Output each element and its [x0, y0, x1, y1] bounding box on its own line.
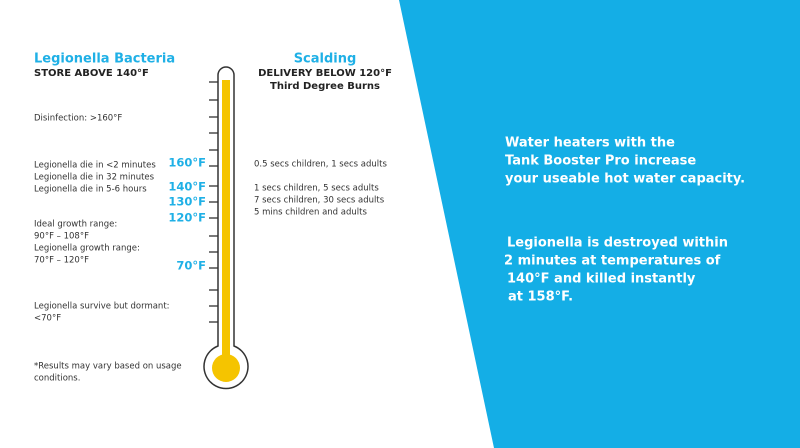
- temperature-label: 120°F: [168, 211, 206, 225]
- left-note: Legionella die in 32 minutes: [34, 173, 155, 183]
- left-note: Legionella die in 5-6 hours: [34, 185, 147, 195]
- bulb: [212, 354, 240, 382]
- thermometer: [203, 66, 249, 390]
- left-note: Legionella survive but dormant:: [34, 302, 170, 312]
- right-note: 7 secs children, 30 secs adults: [254, 196, 385, 206]
- panel-text: Tank Booster Pro increase: [505, 154, 696, 169]
- right-note: 0.5 secs children, 1 secs adults: [254, 160, 387, 170]
- left-note: Ideal growth range:: [34, 220, 117, 230]
- right-note: 1 secs children, 5 secs adults: [254, 184, 379, 194]
- left-note: *Results may vary based on usage: [34, 362, 182, 372]
- panel-text: Water heaters with the: [505, 136, 675, 151]
- right-subtitle: DELIVERY BELOW 120°F: [258, 68, 392, 79]
- panel-text: 140°F and killed instantly: [507, 272, 696, 287]
- right-title: Scalding: [294, 52, 357, 67]
- left-note: 90°F – 108°F: [34, 232, 89, 242]
- panel-text: at 158°F.: [508, 290, 573, 305]
- temperature-label: 130°F: [168, 195, 206, 209]
- mercury: [222, 80, 230, 360]
- panel-text: 2 minutes at temperatures of: [504, 254, 721, 269]
- left-subtitle: STORE ABOVE 140°F: [34, 68, 149, 79]
- panel-text: Legionella is destroyed within: [507, 236, 728, 251]
- left-note: conditions.: [34, 374, 80, 384]
- left-note: Legionella growth range:: [34, 244, 140, 254]
- temperature-label: 160°F: [168, 156, 206, 170]
- left-note: Disinfection: >160°F: [34, 114, 122, 124]
- panel-text: your useable hot water capacity.: [505, 172, 745, 187]
- right-note: Third Degree Burns: [270, 81, 380, 92]
- temperature-label: 140°F: [168, 180, 206, 194]
- temperature-label: 70°F: [176, 259, 206, 273]
- blue-panel: [399, 0, 800, 448]
- left-note: <70°F: [34, 314, 61, 324]
- left-note: 70°F – 120°F: [34, 256, 89, 266]
- left-title: Legionella Bacteria: [34, 52, 175, 67]
- left-note: Legionella die in <2 minutes: [34, 161, 156, 171]
- right-note: 5 mins children and adults: [254, 208, 367, 218]
